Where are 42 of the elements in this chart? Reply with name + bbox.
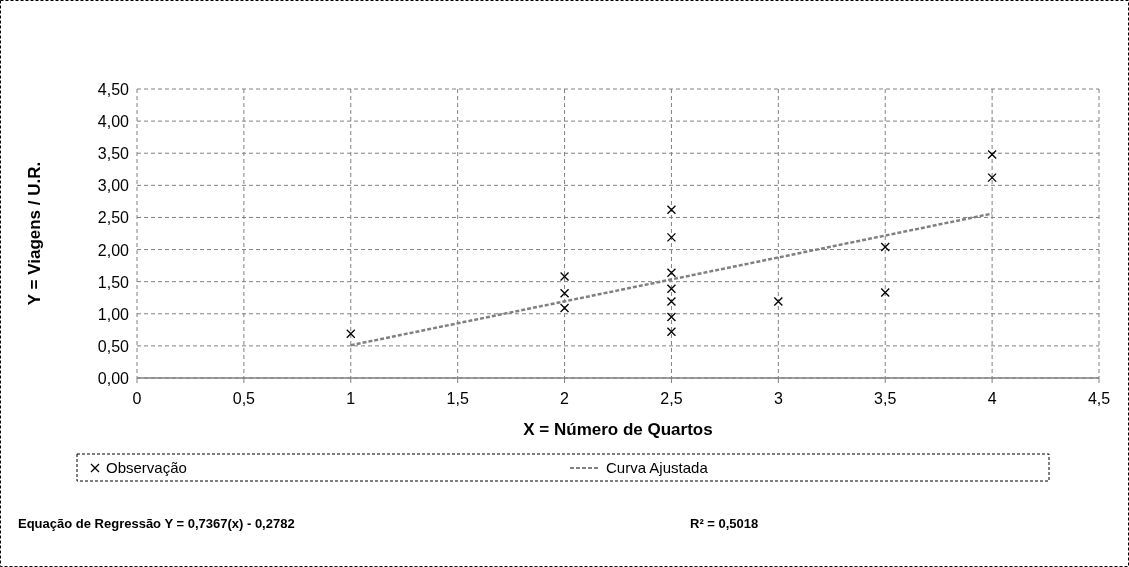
y-tick-label: 2,00 [97,241,130,259]
x-tick-label: 4 [987,390,997,407]
point [666,268,677,278]
point [880,242,890,252]
point [987,172,997,183]
text: R² = 0,5018 [690,516,759,531]
x-tick-label: 0 [132,390,142,407]
y-tick-label: 3,50 [97,145,130,163]
point [987,149,997,160]
text: Equação de Regressão Y = 0,7367(x) - 0,2782 [18,516,295,531]
point [559,288,570,298]
point [559,271,570,282]
point [346,329,356,339]
y-tick-label: 1,50 [97,273,130,291]
point [666,284,677,294]
y-tick-label: 2,50 [97,209,130,227]
point [666,312,677,322]
x-tick-label: 1,5 [446,390,469,407]
y-tick-label: 0,00 [97,370,130,387]
point [666,205,677,215]
x-axis-title: X = Número de Quartos [523,420,713,439]
legend-label: Curva Ajustada [606,459,709,476]
legend-label: Observação [106,459,187,476]
x-tick-label: 3,5 [874,390,897,407]
x-tick-label: 4,5 [1087,390,1111,407]
point [666,327,677,337]
x-tick-label: 1 [346,390,356,407]
point [559,303,570,313]
y-tick-label: 0,50 [97,337,130,355]
x-tick-label: 3 [773,390,783,407]
point [880,287,890,298]
x-tick-label: 2 [560,390,570,407]
y-tick-label: 3,00 [97,177,130,195]
y-tick-label: 4,50 [97,81,130,98]
x-tick-label: 0,5 [232,390,256,407]
y-axis-title: Y = Viagens / U.R. [25,161,44,306]
point [666,296,677,307]
point [666,232,677,242]
y-tick-label: 1,00 [97,305,130,323]
point [773,296,783,307]
y-tick-label: 4,00 [97,113,130,131]
x-tick-label: 2,5 [660,390,683,407]
